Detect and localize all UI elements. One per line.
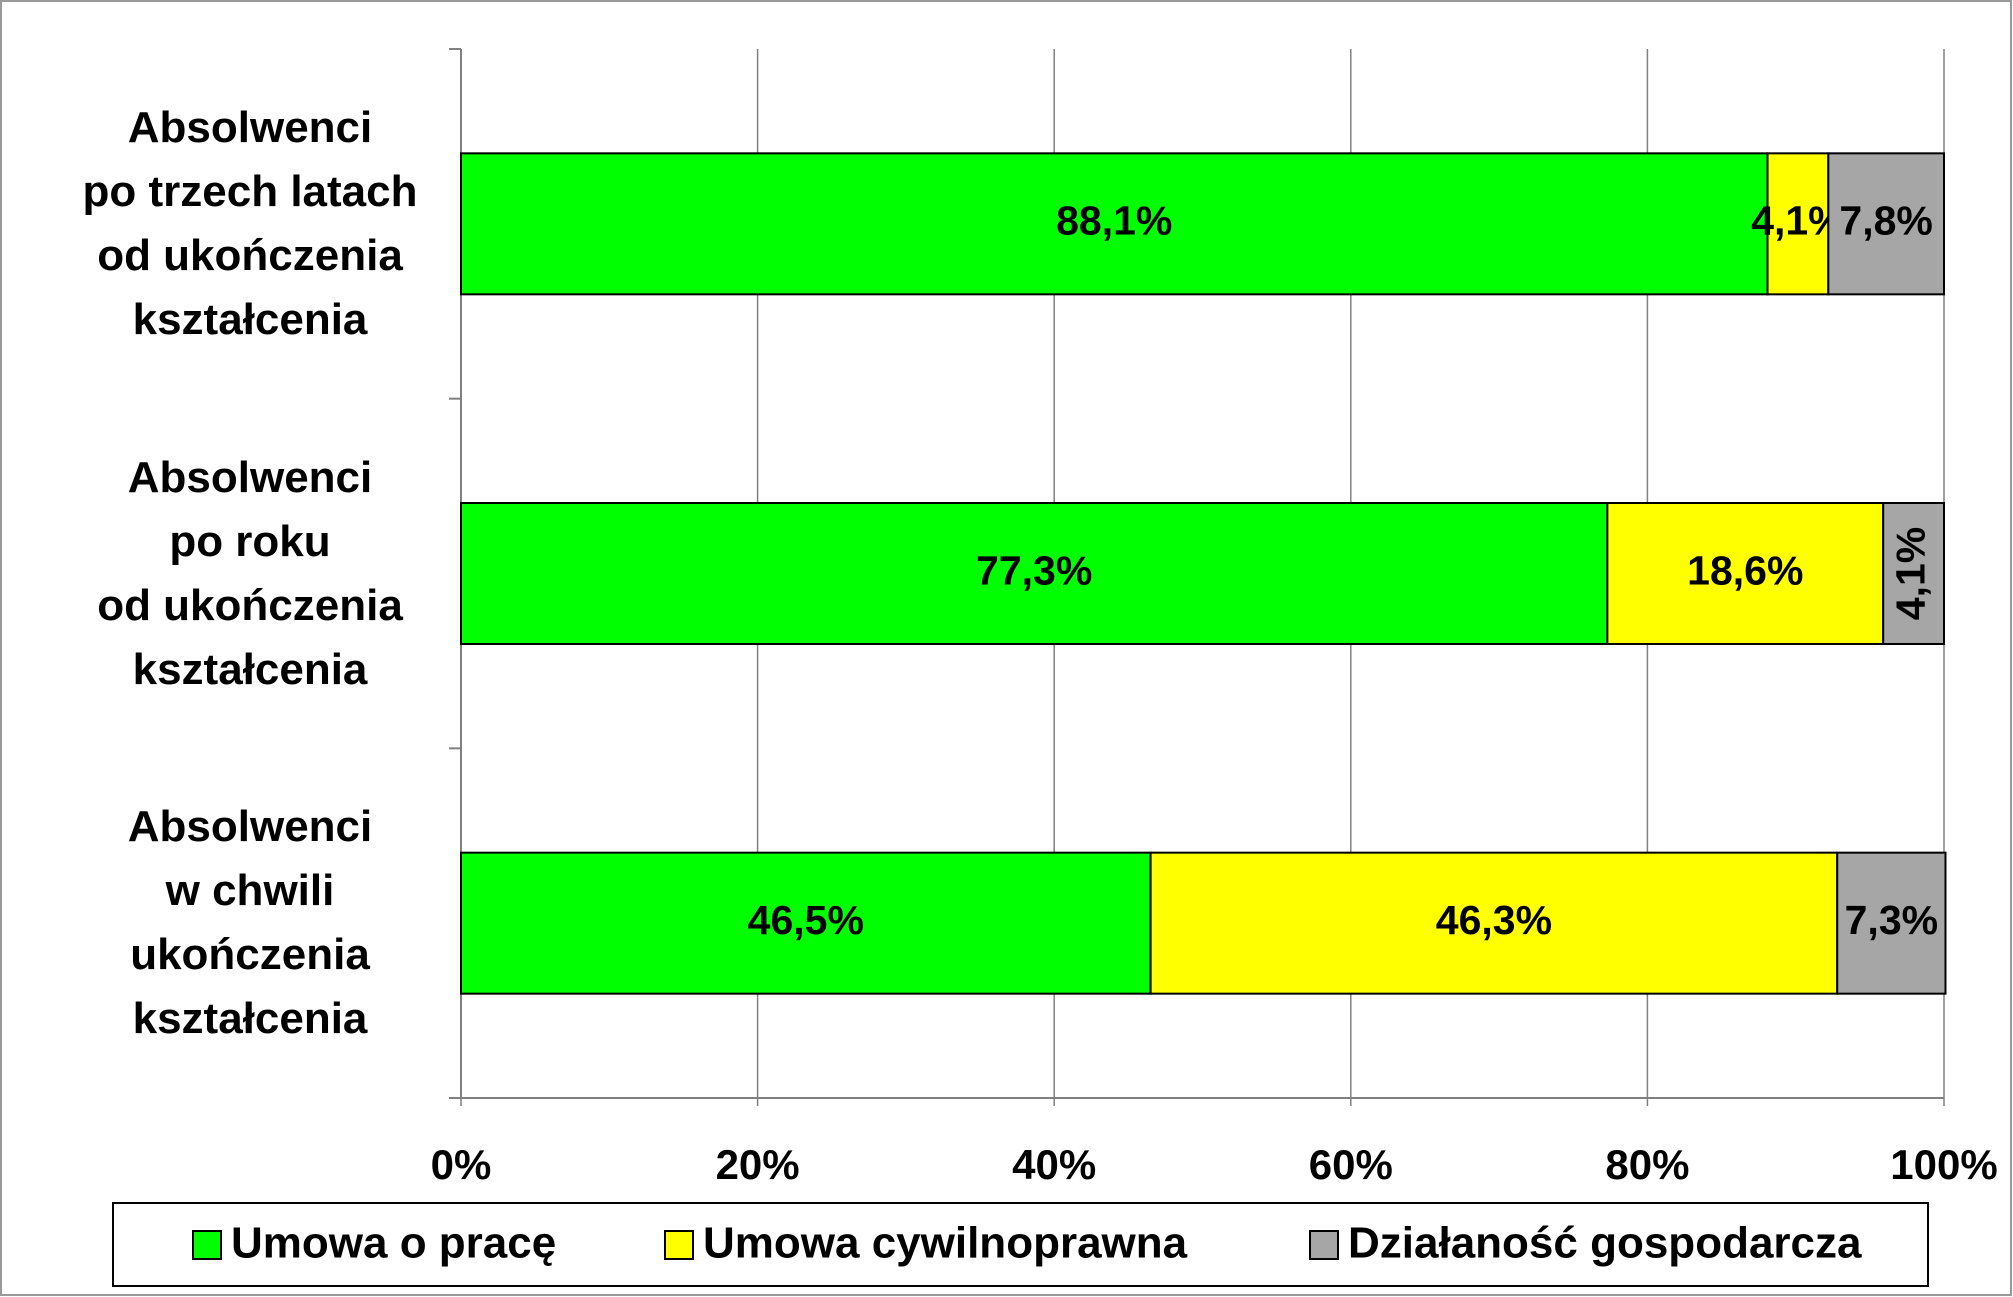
data-label: 88,1% [1056, 198, 1172, 244]
bar-segment [460, 152, 1769, 296]
bar-segment [460, 851, 1152, 995]
legend-swatch [192, 1230, 222, 1260]
bar-segment [1827, 152, 1946, 296]
x-tick-label: 100% [1890, 1141, 1997, 1188]
data-label: 77,3% [976, 547, 1092, 593]
data-label: 4,1% [1887, 527, 1933, 620]
category-label: Absolwenci w chwili ukończenia kształcen… [127, 802, 373, 1044]
x-tick-label: 20% [716, 1141, 800, 1188]
x-tick-label: 0% [431, 1141, 492, 1188]
data-label: 7,8% [1839, 198, 1932, 244]
data-label: 46,3% [1436, 897, 1552, 943]
data-label: 46,5% [748, 897, 864, 943]
x-tick-label: 80% [1605, 1141, 1689, 1188]
bar-segment [1882, 502, 1946, 645]
category-label: Absolwenci po trzech latach od ukończeni… [82, 102, 418, 344]
legend-label: Działaność gospodarcza [1348, 1219, 1862, 1268]
data-label: 18,6% [1687, 547, 1803, 593]
legend-swatch [664, 1230, 694, 1260]
category-label: Absolwenci po roku od ukończenia kształc… [97, 452, 403, 694]
x-tick-label: 40% [1012, 1141, 1096, 1188]
legend-swatch [1309, 1230, 1339, 1260]
x-tick-label: 60% [1309, 1141, 1393, 1188]
legend-label: Umowa o pracę [231, 1219, 556, 1268]
bar-segment [460, 502, 1609, 645]
bar-segment [1766, 152, 1830, 296]
bar-segment [1836, 851, 1947, 995]
legend-label: Umowa cywilnoprawna [703, 1219, 1188, 1268]
data-label: 7,3% [1845, 897, 1938, 943]
legend-box [112, 1202, 1929, 1287]
bar-segment [1149, 851, 1839, 995]
